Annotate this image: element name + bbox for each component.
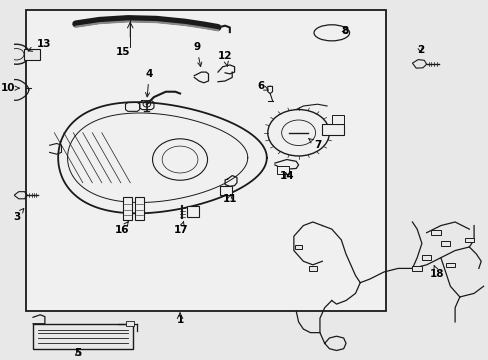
Bar [123, 197, 131, 220]
Bar [421, 255, 430, 260]
Text: 11: 11 [222, 194, 237, 204]
Bar [464, 238, 473, 242]
Text: 13: 13 [28, 39, 51, 51]
Text: 17: 17 [173, 222, 188, 235]
Polygon shape [58, 102, 266, 213]
Text: 4: 4 [145, 69, 153, 97]
Bar [187, 206, 199, 217]
Bar [331, 115, 343, 124]
Bar [294, 245, 302, 249]
Bar [220, 186, 232, 195]
Text: 12: 12 [217, 51, 232, 67]
Text: 8: 8 [341, 26, 348, 36]
Bar [33, 324, 132, 349]
Bar [277, 166, 288, 174]
Bar [322, 124, 343, 135]
Bar [125, 321, 134, 325]
Text: 15: 15 [116, 48, 130, 58]
Bar [135, 197, 143, 220]
Text: 16: 16 [115, 222, 129, 235]
Bar [445, 262, 454, 267]
Bar [308, 266, 316, 270]
Text: 18: 18 [429, 266, 444, 279]
Bar [23, 49, 40, 60]
Bar [430, 230, 440, 235]
Bar [411, 266, 421, 271]
Text: 7: 7 [308, 139, 321, 150]
Text: 9: 9 [193, 42, 202, 67]
Text: 14: 14 [279, 171, 293, 181]
Text: 1: 1 [176, 315, 183, 325]
Text: 10: 10 [1, 83, 19, 93]
Text: 6: 6 [257, 81, 268, 91]
Bar [440, 241, 449, 246]
Bar [26, 10, 386, 311]
Text: 3: 3 [13, 208, 24, 222]
Text: 2: 2 [416, 45, 423, 55]
Text: 5: 5 [74, 348, 81, 358]
